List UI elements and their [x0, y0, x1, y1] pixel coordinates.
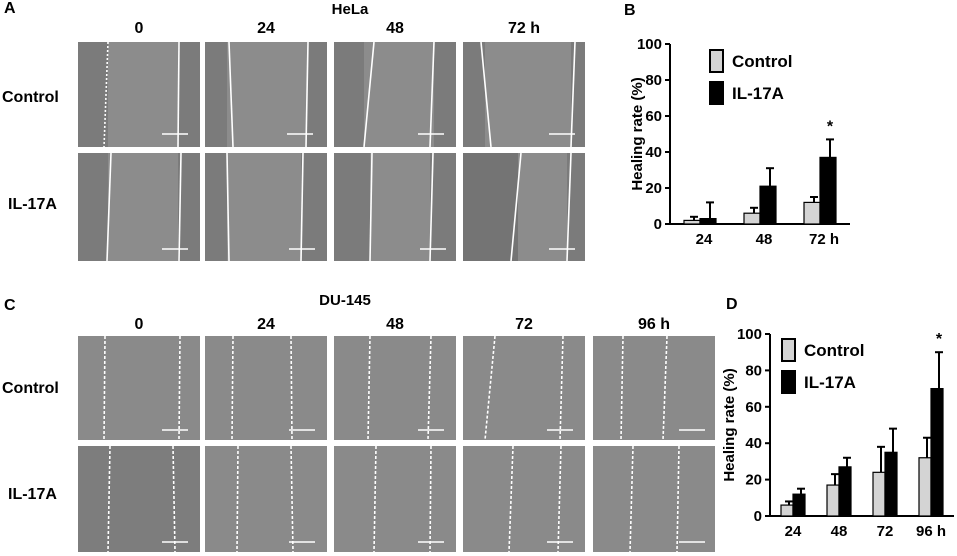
y-tick-label: 40	[745, 435, 762, 452]
legend-swatch	[709, 49, 724, 73]
legend-label: Control	[732, 52, 792, 71]
micrograph-du145-control-24h	[205, 336, 327, 440]
panel-a-row-label-control: Control	[2, 89, 59, 106]
bar	[872, 471, 886, 517]
legend-swatch	[709, 81, 724, 105]
micrograph-hela-control-48h	[334, 42, 456, 147]
micrograph-hela-il17a-0h	[78, 153, 200, 261]
significance-marker: *	[936, 331, 943, 348]
micrograph-du145-control-72h	[463, 336, 585, 440]
panel-c-row-label-control: Control	[2, 380, 59, 397]
y-tick-label: 40	[645, 144, 662, 161]
significance-marker: *	[827, 118, 834, 135]
bar	[838, 466, 852, 517]
y-tick-label: 100	[637, 36, 662, 53]
panel-letter-a: A	[4, 0, 16, 17]
x-tick-label: 72 h	[809, 231, 839, 248]
micrograph-du145-control-96h	[593, 336, 715, 440]
y-tick-label: 20	[645, 180, 662, 197]
panel-c-timepoint-2: 48	[386, 316, 404, 333]
panel-letter-b: B	[624, 2, 636, 19]
micrograph-hela-control-0h	[78, 42, 200, 147]
micrograph-du145-il17a-48h	[334, 446, 456, 552]
legend-label: IL-17A	[732, 84, 784, 103]
bar	[699, 218, 717, 225]
bar	[683, 219, 701, 225]
bar	[792, 493, 806, 517]
panel-c-cell-line: DU-145	[319, 292, 371, 309]
healing-rate-chart-du145: Healing rate (%) 0 20 40 60 80 100 24 48 72 96 h * C…	[722, 326, 954, 540]
panel-a-timepoint-1: 24	[257, 20, 275, 37]
legend-label: Control	[804, 341, 864, 360]
y-tick-label: 80	[745, 362, 762, 379]
x-tick-label: 48	[756, 231, 773, 248]
y-tick-label: 100	[737, 326, 762, 343]
bar	[930, 387, 944, 517]
panel-c-timepoint-3: 72	[515, 316, 533, 333]
x-tick-label: 72	[877, 523, 894, 540]
y-tick-label: 80	[645, 72, 662, 89]
panel-c-timepoint-0: 0	[134, 316, 144, 333]
micrograph-du145-control-0h	[78, 336, 200, 440]
x-tick-label: 24	[785, 523, 802, 540]
y-tick-label: 60	[645, 108, 662, 125]
y-axis-label: Healing rate (%)	[630, 77, 646, 190]
bar	[743, 212, 761, 225]
panel-c-timepoint-4: 96 h	[637, 316, 670, 333]
micrograph-du145-il17a-72h	[463, 446, 585, 552]
panel-a-timepoint-3: 72 h	[507, 20, 540, 37]
legend-label: IL-17A	[804, 373, 856, 392]
bar	[759, 185, 777, 225]
panel-c-timepoint-1: 24	[257, 316, 275, 333]
x-tick-label: 24	[696, 231, 713, 248]
y-tick-label: 0	[654, 216, 662, 233]
micrograph-du145-il17a-24h	[205, 446, 327, 552]
y-tick-label: 20	[745, 472, 762, 489]
bar	[826, 484, 840, 517]
panel-a-cell-line: HeLa	[331, 1, 369, 18]
bar	[803, 201, 821, 225]
legend-swatch	[781, 338, 796, 362]
x-tick-label: 48	[831, 523, 848, 540]
y-axis-label: Healing rate (%)	[722, 368, 738, 481]
panel-letter-c: C	[4, 297, 16, 314]
micrograph-hela-control-72h	[463, 42, 585, 147]
panel-letter-d: D	[726, 296, 738, 313]
micrograph-du145-il17a-0h	[78, 446, 200, 552]
y-tick-label: 60	[745, 399, 762, 416]
panel-a-timepoint-2: 48	[386, 20, 404, 37]
micrograph-hela-il17a-48h	[334, 153, 456, 261]
micrograph-du145-control-48h	[334, 336, 456, 440]
micrograph-hela-control-24h	[205, 42, 327, 147]
bar	[918, 457, 932, 517]
healing-rate-chart-hela: Healing rate (%) 0 20 40 60 80 100 24 48 72 h * Con…	[630, 36, 850, 248]
micrograph-hela-il17a-72h	[463, 153, 585, 261]
micrograph-du145-il17a-96h	[593, 446, 715, 552]
y-tick-label: 0	[754, 508, 762, 525]
bar	[819, 156, 837, 225]
panel-a-row-label-il17a: IL-17A	[8, 196, 57, 213]
x-tick-label: 96 h	[916, 523, 946, 540]
panel-c-row-label-il17a: IL-17A	[8, 486, 57, 503]
bar	[884, 451, 898, 517]
panel-a-timepoint-0: 0	[134, 20, 144, 37]
legend-swatch	[781, 370, 796, 394]
bar	[780, 504, 794, 517]
micrograph-hela-il17a-24h	[205, 153, 327, 261]
